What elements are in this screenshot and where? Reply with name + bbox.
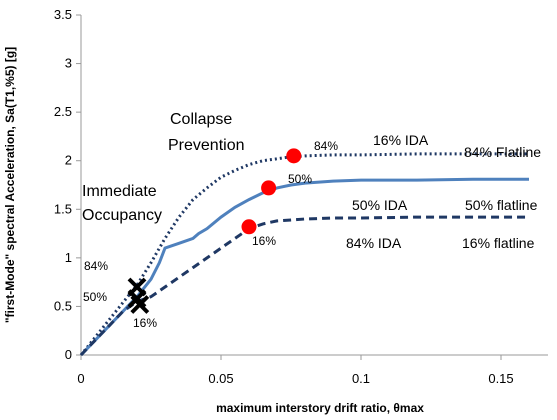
label-16-ida: 16% IDA: [373, 132, 429, 148]
y-tick-label: 3: [65, 56, 72, 71]
y-tick-label: 3.5: [54, 7, 72, 22]
y-tick-label: 1.5: [54, 201, 72, 216]
label-84-ida: 84% IDA: [346, 235, 402, 251]
x-tick-label: 0.05: [208, 371, 233, 386]
io-label-16: 16%: [133, 316, 157, 330]
y-axis-label: "first-Mode" spectral Acceleration, Sa(T…: [3, 47, 17, 323]
cp-label-16: 16%: [252, 234, 276, 248]
collapse-point-marker: [241, 219, 257, 235]
annotation-immediate: Immediate: [82, 183, 157, 200]
x-axis-label: maximum interstory drift ratio, θmax: [216, 401, 424, 415]
cp-label-50: 50%: [288, 172, 312, 186]
y-tick-label: 2.5: [54, 104, 72, 119]
annotation-collapse: Collapse: [170, 111, 232, 128]
x-tick-label: 0: [77, 371, 84, 386]
io-label-50: 50%: [83, 290, 107, 304]
y-tick-label: 1: [65, 250, 72, 265]
cp-label-84: 84%: [314, 139, 338, 153]
x-tick-label: 0.1: [352, 371, 370, 386]
y-tick-label: 2: [65, 153, 72, 168]
series-line-16-ida: [79, 215, 529, 357]
y-tick-label: 0: [65, 347, 72, 362]
label-16-flatline: 16% flatline: [462, 235, 535, 251]
label-84-flatline: 84% Flatline: [464, 144, 541, 160]
io-point-marker: [130, 295, 150, 314]
label-50-flatline: 50% flatline: [465, 197, 538, 213]
label-50-ida: 50% IDA: [352, 197, 408, 213]
io-label-84: 84%: [84, 259, 108, 273]
series-line-84-ida: [79, 152, 529, 356]
collapse-point-marker: [286, 148, 302, 164]
x-tick-label: 0.15: [488, 371, 513, 386]
y-tick-label: 0.5: [54, 298, 72, 313]
tick-group: 0 0.5 1 1.5 2 2.5 3 3.5 0 0.05 0.1 0.15: [54, 7, 514, 386]
annotation-prevention: Prevention: [168, 137, 245, 154]
annotation-occupancy: Occupancy: [82, 207, 162, 224]
marker-group: [127, 148, 302, 314]
collapse-point-marker: [261, 180, 277, 196]
